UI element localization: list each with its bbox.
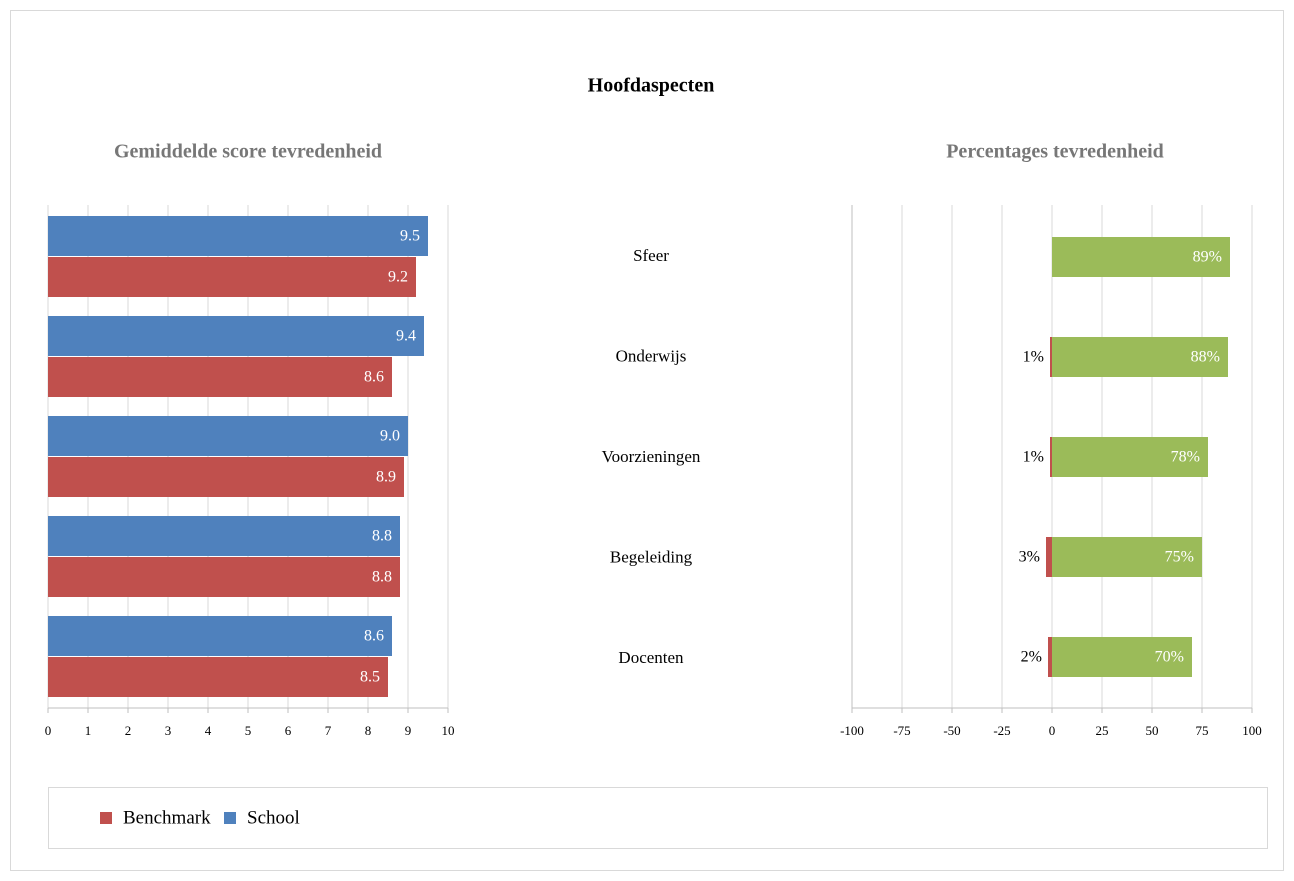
legend-label: School [247,807,300,828]
bar [48,216,428,256]
value-label: 8.8 [372,569,392,586]
bar [1048,637,1052,677]
legend-swatch [100,812,112,824]
x-tick-label: 0 [45,723,52,738]
x-tick-label: -25 [993,723,1010,738]
x-tick-label: 4 [205,723,212,738]
value-label: 9.5 [400,228,420,245]
value-label: 88% [1191,349,1220,366]
x-tick-label: 2 [125,723,132,738]
chart-title: Gemiddelde score tevredenheid [114,141,382,163]
value-label: 75% [1165,549,1194,566]
value-label: 70% [1155,649,1184,666]
x-tick-label: -75 [893,723,910,738]
x-tick-label: -100 [840,723,864,738]
legend-box [48,787,1268,849]
bar [1050,337,1052,377]
bar [1052,637,1192,677]
value-label: 8.8 [372,528,392,545]
category-label: Sfeer [633,246,669,265]
x-tick-label: 0 [1049,723,1056,738]
value-label: 8.9 [376,469,396,486]
bar [48,316,424,356]
value-label: 8.5 [360,669,380,686]
x-tick-label: 5 [245,723,252,738]
value-label: 8.6 [364,369,384,386]
value-label: 1% [1023,349,1044,366]
bar [48,616,392,656]
x-tick-label: 25 [1096,723,1109,738]
bar [48,457,404,497]
bar [1052,337,1228,377]
x-tick-label: 1 [85,723,92,738]
category-label: Begeleiding [610,547,693,566]
x-tick-label: 10 [442,723,455,738]
page-title: Hoofdaspecten [588,75,715,97]
bar [1052,437,1208,477]
x-tick-label: 6 [285,723,292,738]
x-tick-label: 7 [325,723,332,738]
category-label: Onderwijs [616,346,687,365]
category-label: Voorzieningen [602,447,701,466]
bar [1052,237,1230,277]
bar [1046,537,1052,577]
bar [48,516,400,556]
value-label: 2% [1021,649,1042,666]
value-label: 9.0 [380,428,400,445]
bar [48,657,388,697]
bar [48,257,416,297]
x-tick-label: 3 [165,723,172,738]
bar [1052,537,1202,577]
bar [1050,437,1052,477]
x-tick-label: 9 [405,723,412,738]
value-label: 89% [1193,249,1222,266]
x-tick-label: -50 [943,723,960,738]
x-tick-label: 75 [1196,723,1209,738]
value-label: 8.6 [364,628,384,645]
value-label: 1% [1023,449,1044,466]
value-label: 78% [1171,449,1200,466]
bar [48,357,392,397]
value-label: 9.4 [396,328,416,345]
x-tick-label: 8 [365,723,372,738]
x-tick-label: 100 [1242,723,1262,738]
chart-title: Percentages tevredenheid [946,141,1164,163]
legend-swatch [224,812,236,824]
value-label: 9.2 [388,269,408,286]
legend-label: Benchmark [123,807,211,828]
bar [48,557,400,597]
bar [48,416,408,456]
category-label: Docenten [618,648,684,667]
x-tick-label: 50 [1146,723,1159,738]
value-label: 3% [1019,549,1040,566]
